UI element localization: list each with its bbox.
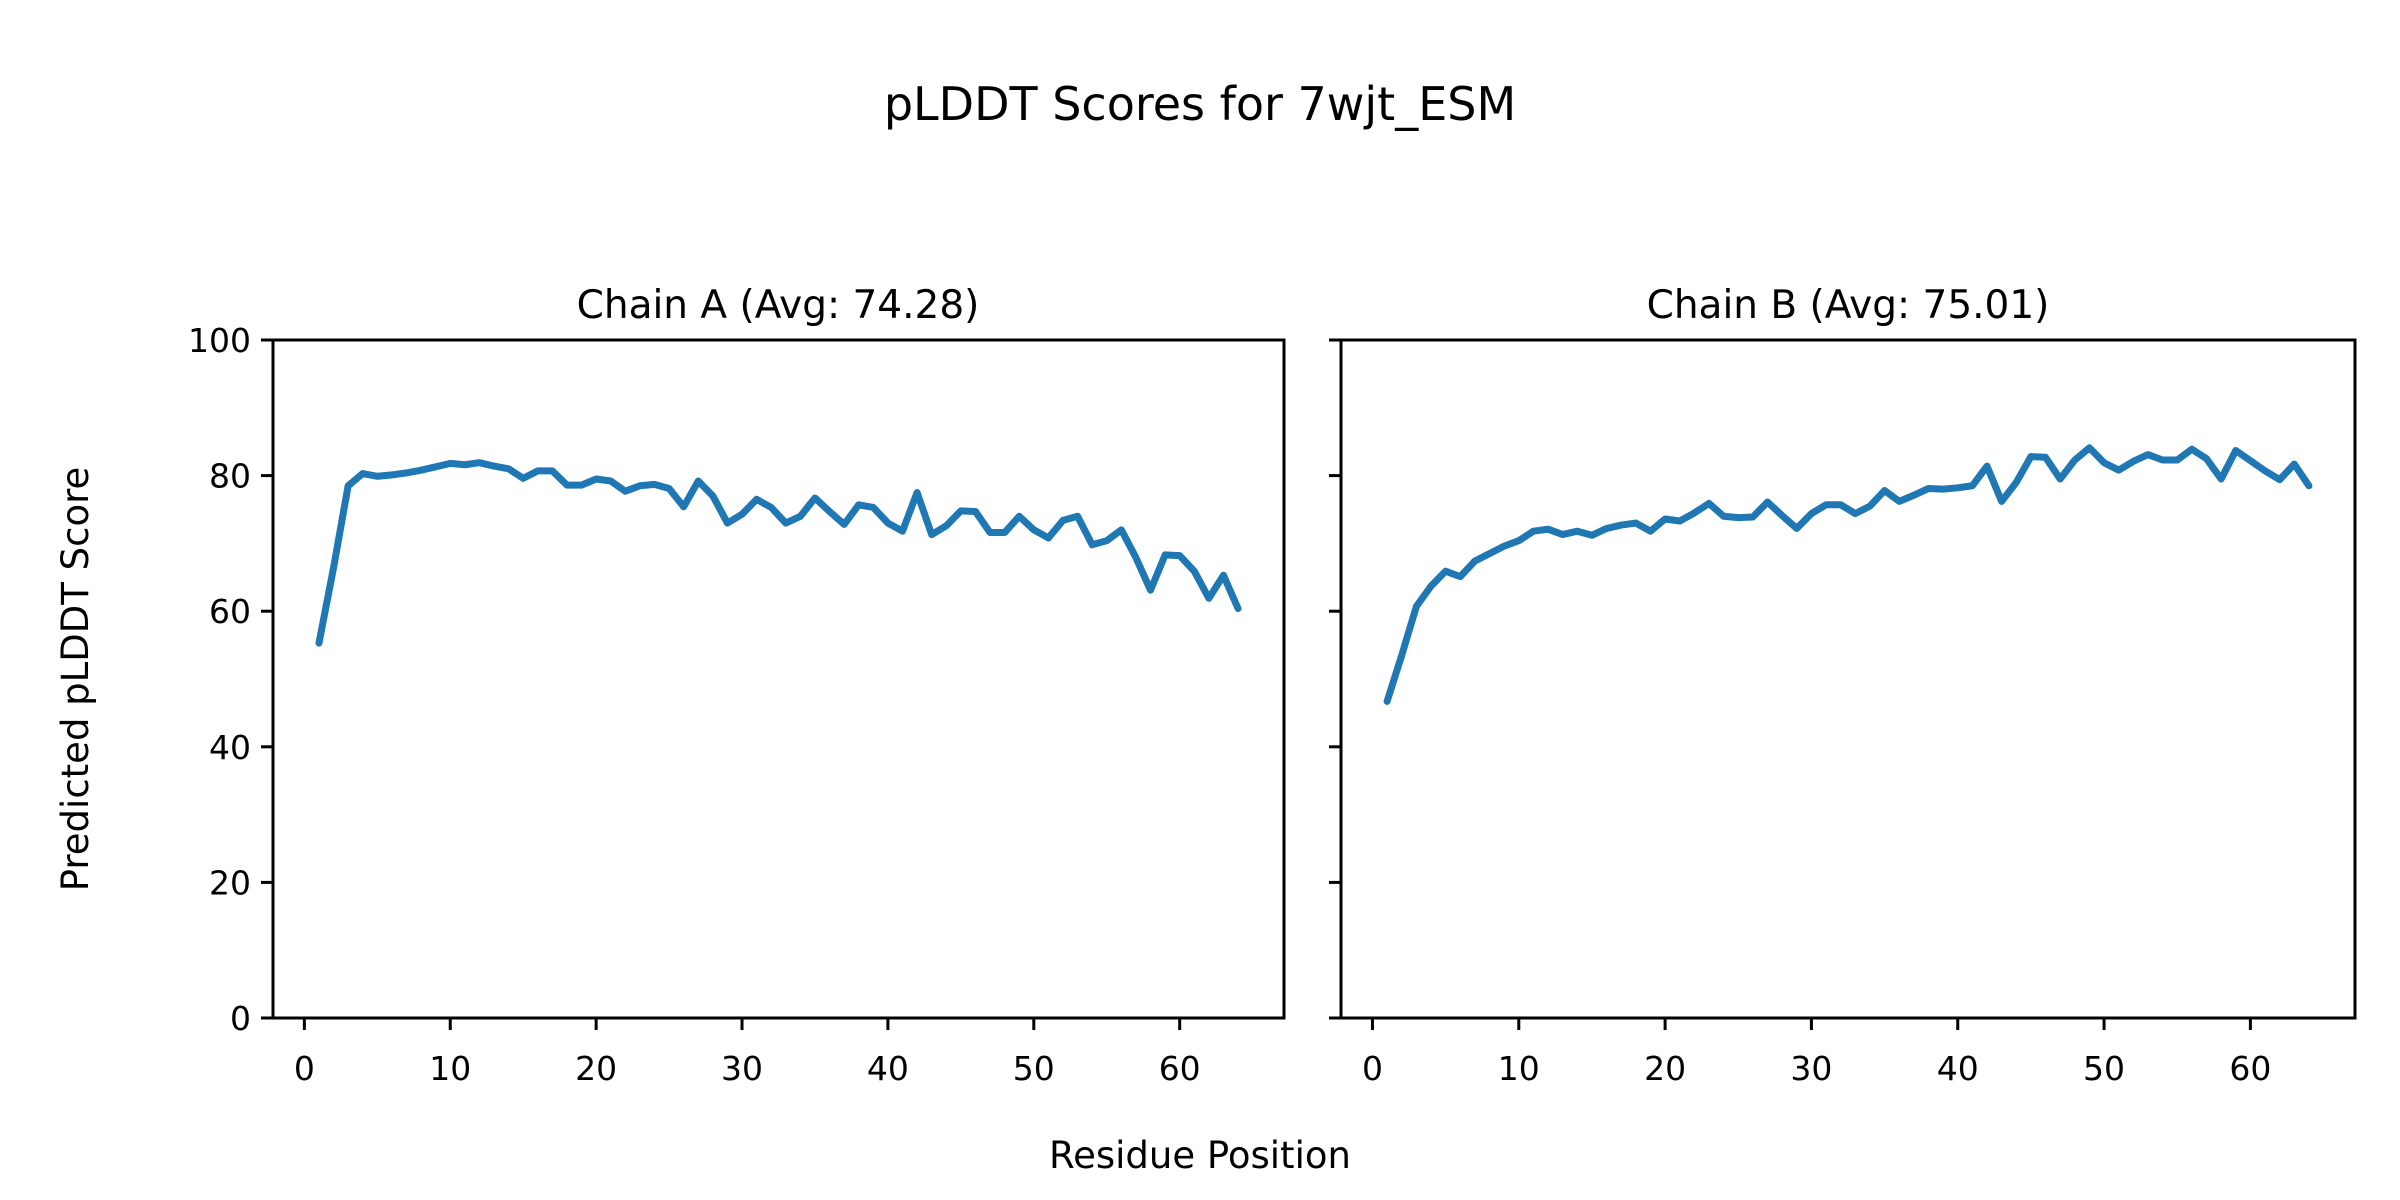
x-tick-label: 40 [867, 1049, 909, 1088]
x-tick-label: 50 [1013, 1049, 1055, 1088]
chain-b-plddt-line [1383, 444, 2313, 705]
x-axis-label: Residue Position [1049, 1134, 1351, 1177]
x-tick-label: 30 [1790, 1049, 1832, 1088]
chain-b-plot-frame [1339, 338, 2357, 1020]
x-tick-label: 10 [1498, 1049, 1540, 1088]
x-tick-label: 10 [429, 1049, 471, 1088]
x-tick-label: 50 [2083, 1049, 2125, 1088]
figure-title: pLDDT Scores for 7wjt_ESM [884, 77, 1516, 131]
y-tick-label: 40 [209, 728, 251, 767]
chain-a-plot-frame [271, 338, 1286, 1020]
chain-a-x-ticks: 0 10 20 30 40 50 60 [294, 1018, 1201, 1088]
chain-b-title: Chain B (Avg: 75.01) [1647, 283, 2050, 328]
y-axis-label: Predicted pLDDT Score [54, 467, 97, 892]
y-tick-label: 80 [209, 457, 251, 496]
subplot-chain-a: Chain A (Avg: 74.28) 0 10 20 30 40 50 60 0 20 40… [188, 283, 1286, 1088]
y-tick-label: 0 [230, 999, 251, 1038]
x-tick-label: 60 [2229, 1049, 2271, 1088]
y-tick-label: 100 [188, 321, 251, 360]
x-tick-label: 20 [1644, 1049, 1686, 1088]
x-tick-label: 60 [1159, 1049, 1201, 1088]
chain-a-plddt-line [315, 459, 1242, 647]
x-tick-label: 40 [1937, 1049, 1979, 1088]
x-tick-label: 30 [721, 1049, 763, 1088]
x-tick-label: 0 [294, 1049, 315, 1088]
subplot-chain-b: Chain B (Avg: 75.01) 0 10 20 30 40 50 60 [1329, 283, 2357, 1088]
x-tick-label: 0 [1362, 1049, 1383, 1088]
chain-b-y-ticks [1329, 338, 1341, 1020]
chain-a-y-ticks: 0 20 40 60 80 100 [188, 321, 273, 1038]
x-tick-label: 20 [575, 1049, 617, 1088]
y-tick-label: 20 [209, 863, 251, 902]
y-tick-label: 60 [209, 592, 251, 631]
chain-b-x-ticks: 0 10 20 30 40 50 60 [1362, 1018, 2271, 1088]
chain-a-title: Chain A (Avg: 74.28) [577, 283, 980, 328]
